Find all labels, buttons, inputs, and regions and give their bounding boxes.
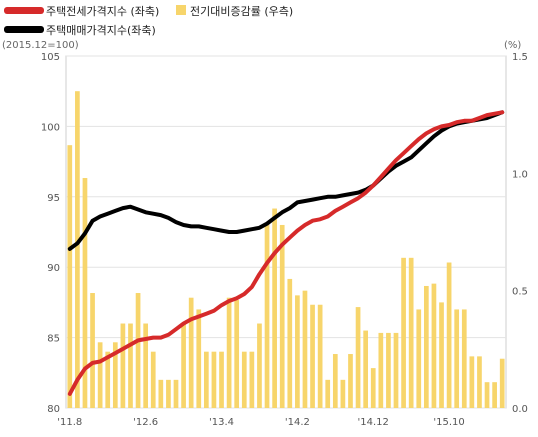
bar	[454, 309, 460, 408]
bar	[431, 283, 437, 408]
bar	[408, 257, 414, 408]
x-tick-label: '11.8	[57, 417, 82, 428]
bar	[317, 304, 323, 408]
legend-label-bar: 전기대비증감률 (우측)	[190, 5, 293, 18]
bar	[401, 257, 406, 408]
right-tick-label: 0.0	[512, 404, 528, 415]
right-axis-ticks: 1.5 1.0 0.5 0.0	[512, 52, 528, 415]
line-series	[67, 110, 505, 396]
legend-swatch-bar	[176, 5, 186, 15]
right-axis-unit: (%)	[504, 40, 521, 51]
x-tick-label: '13.4	[209, 417, 234, 428]
x-tick-label: '14.2	[285, 417, 310, 428]
bar	[461, 309, 467, 408]
bar	[173, 379, 179, 408]
bar	[492, 382, 497, 408]
left-tick-label: 100	[41, 122, 60, 133]
bar	[128, 323, 133, 408]
bar	[97, 342, 103, 408]
series-line-jeonse	[67, 110, 505, 396]
right-tick-label: 0.5	[512, 287, 528, 298]
x-tick-label: '12.6	[133, 417, 158, 428]
bar	[135, 293, 141, 408]
bar	[416, 309, 422, 408]
bar	[295, 295, 300, 408]
bar	[120, 323, 126, 408]
bar	[264, 222, 270, 408]
bar	[370, 368, 376, 408]
bar	[112, 342, 118, 408]
bar	[386, 332, 391, 408]
x-tick-label: '15.10	[433, 417, 464, 428]
bar	[393, 332, 399, 408]
bar	[158, 379, 164, 408]
bar	[249, 351, 255, 408]
bar	[340, 379, 346, 408]
bar	[279, 224, 285, 408]
bar	[150, 351, 156, 408]
bar	[310, 304, 315, 408]
bar	[67, 145, 73, 408]
bar	[166, 379, 171, 408]
right-tick-label: 1.0	[512, 169, 528, 180]
left-tick-label: 80	[47, 404, 60, 415]
bar	[226, 297, 232, 408]
bar	[272, 208, 277, 408]
bar	[203, 351, 209, 408]
bar-series	[67, 91, 505, 408]
bar	[332, 354, 338, 408]
x-axis-ticks: '11.8 '12.6 '13.4 '14.2 '14.12 '15.10	[57, 417, 465, 428]
bar	[287, 278, 293, 408]
bar	[188, 297, 194, 408]
bar	[302, 290, 308, 408]
bar	[423, 285, 429, 408]
bar	[234, 300, 240, 408]
legend-label-jeonse: 주택전세가격지수 (좌축)	[46, 5, 159, 18]
bar	[469, 356, 475, 408]
bar	[378, 332, 384, 408]
x-tick-label: '14.12	[358, 417, 389, 428]
bar	[211, 351, 217, 408]
legend-swatch-jeonse	[4, 7, 44, 14]
bar	[181, 323, 186, 408]
bar	[363, 330, 369, 408]
bar	[75, 91, 80, 408]
bar	[196, 309, 202, 408]
left-tick-label: 85	[47, 334, 60, 345]
bar	[219, 351, 224, 408]
bar	[241, 351, 247, 408]
left-tick-label: 95	[47, 193, 60, 204]
bar	[143, 323, 149, 408]
bar	[90, 293, 95, 408]
left-tick-label: 90	[47, 263, 60, 274]
bar	[348, 354, 353, 408]
legend-swatch-sales	[4, 26, 44, 33]
bar	[82, 178, 88, 408]
bar	[477, 356, 482, 408]
bar	[325, 379, 331, 408]
left-axis-ticks: 105 100 95 90 85 80	[41, 52, 60, 415]
right-tick-label: 1.5	[512, 52, 528, 63]
series-line-sales	[67, 110, 505, 251]
bar	[484, 382, 490, 408]
legend: 주택전세가격지수 (좌축) 전기대비증감률 (우측) 주택매매가격지수(좌축)	[4, 5, 293, 37]
legend-label-sales: 주택매매가격지수(좌축)	[46, 24, 156, 37]
bar	[257, 323, 262, 408]
left-tick-label: 105	[41, 52, 60, 63]
bar	[439, 302, 444, 408]
left-axis-unit: (2015.12=100)	[2, 40, 79, 51]
bar	[499, 358, 505, 408]
bar	[105, 351, 111, 408]
bar	[355, 307, 361, 408]
bar	[446, 262, 452, 408]
